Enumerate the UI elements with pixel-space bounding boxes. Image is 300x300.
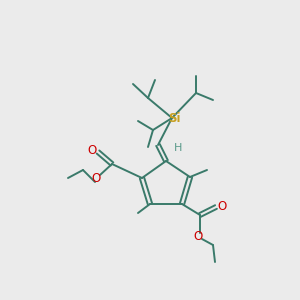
Text: O: O [92, 172, 100, 184]
Text: Si: Si [168, 112, 180, 124]
Text: O: O [194, 230, 202, 244]
Text: O: O [87, 143, 97, 157]
Text: O: O [218, 200, 226, 212]
Text: H: H [174, 143, 182, 153]
